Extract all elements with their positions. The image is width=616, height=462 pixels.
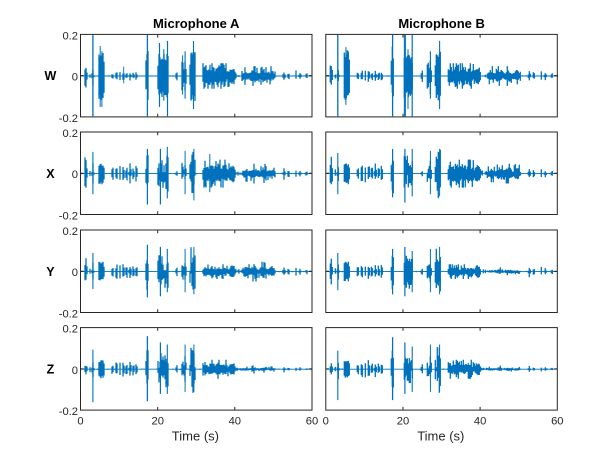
svg-text:Time (s): Time (s) xyxy=(417,429,464,444)
svg-text:-0.2: -0.2 xyxy=(59,406,78,418)
svg-text:0: 0 xyxy=(77,416,83,428)
svg-text:-0.2: -0.2 xyxy=(59,211,78,223)
svg-text:Time (s): Time (s) xyxy=(172,429,219,444)
svg-text:Microphone A: Microphone A xyxy=(153,16,240,31)
svg-text:60: 60 xyxy=(306,416,318,428)
svg-text:40: 40 xyxy=(229,416,241,428)
svg-text:40: 40 xyxy=(474,416,486,428)
svg-text:0.2: 0.2 xyxy=(62,128,78,140)
svg-text:0: 0 xyxy=(72,72,78,84)
svg-text:X: X xyxy=(46,167,55,181)
svg-text:0.2: 0.2 xyxy=(62,30,78,42)
svg-text:-0.2: -0.2 xyxy=(59,309,78,321)
svg-text:0.2: 0.2 xyxy=(62,226,78,238)
svg-text:0: 0 xyxy=(323,416,329,428)
svg-text:Y: Y xyxy=(46,265,55,279)
svg-text:0.2: 0.2 xyxy=(62,324,78,336)
svg-text:0: 0 xyxy=(72,267,78,279)
svg-text:W: W xyxy=(44,69,56,83)
svg-text:20: 20 xyxy=(397,416,409,428)
svg-text:60: 60 xyxy=(551,416,563,428)
svg-text:Microphone B: Microphone B xyxy=(398,16,484,31)
svg-text:Z: Z xyxy=(47,362,55,376)
svg-text:0: 0 xyxy=(72,365,78,377)
svg-text:20: 20 xyxy=(151,416,163,428)
svg-text:-0.2: -0.2 xyxy=(59,113,78,125)
svg-text:0: 0 xyxy=(72,169,78,181)
